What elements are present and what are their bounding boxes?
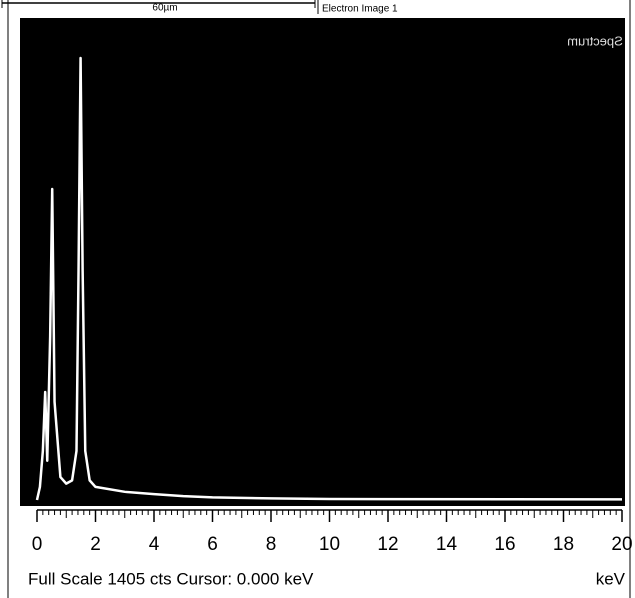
x-tick-label: 14 [436, 534, 458, 555]
plot-area [20, 18, 625, 506]
image-label: Electron Image 1 [322, 4, 398, 15]
x-tick-label: 2 [90, 534, 101, 555]
x-tick-label: 16 [494, 534, 515, 555]
x-tick-label: 20 [611, 534, 632, 555]
scale-bar-label: 60µm [152, 3, 177, 14]
x-tick-label: 6 [207, 534, 218, 555]
x-tick-label: 10 [319, 534, 340, 555]
status-text: Full Scale 1405 cts Cursor: 0.000 keV [28, 569, 314, 588]
spectrum-label: Spectrum [567, 33, 623, 48]
x-tick-label: 18 [553, 534, 574, 555]
x-tick-label: 12 [377, 534, 398, 555]
x-tick-label: 8 [266, 534, 277, 555]
x-axis-label: keV [596, 569, 626, 588]
x-tick-label: 0 [32, 534, 43, 555]
spectrum-line [35, 56, 623, 501]
x-tick-label: 4 [149, 534, 160, 555]
